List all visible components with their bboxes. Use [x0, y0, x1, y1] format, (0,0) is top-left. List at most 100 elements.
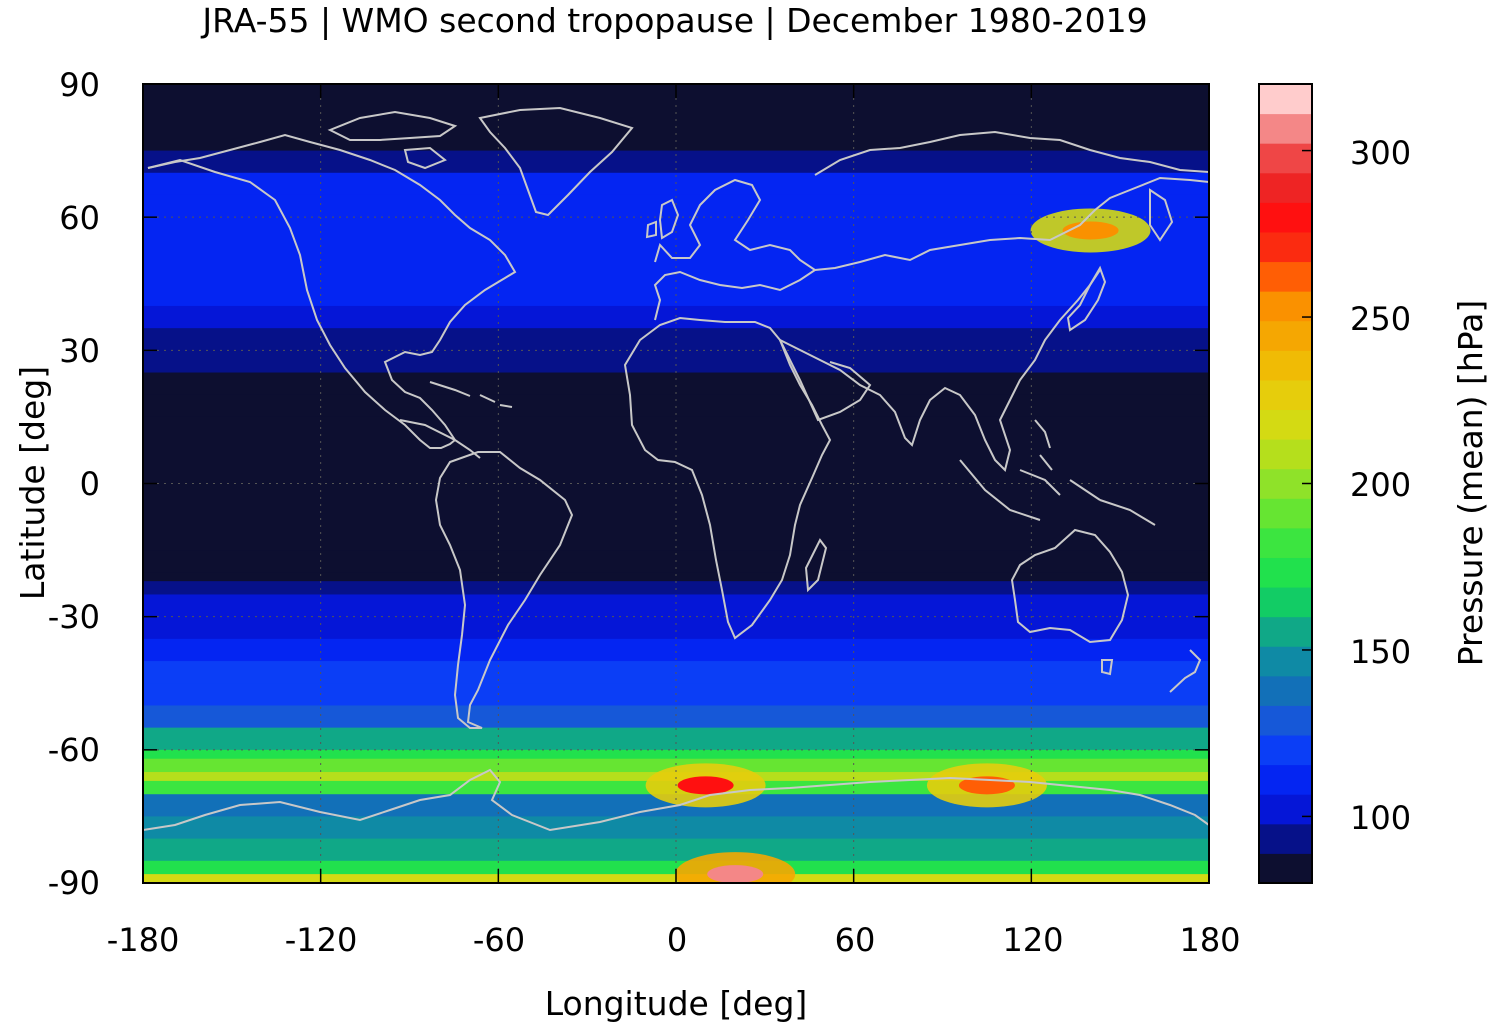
colorbar-segment — [1259, 439, 1312, 470]
y-tick-label: -30 — [48, 598, 100, 636]
colorbar-segment — [1259, 764, 1312, 795]
colorbar-segment — [1259, 675, 1312, 706]
colorbar-segment — [1259, 853, 1312, 884]
x-axis-label: Longitude [deg] — [545, 984, 808, 1023]
coastline-asia — [814, 176, 1209, 271]
coastline-south-america — [434, 451, 574, 729]
colorbar-segment — [1259, 705, 1312, 736]
coastline-kamchatka — [1149, 188, 1174, 242]
coastline-philippines — [1034, 419, 1053, 471]
coastline-north-america-east — [147, 133, 517, 441]
coastline-new-zealand — [1169, 649, 1202, 693]
colorbar-segment — [1259, 616, 1312, 647]
axis-ticks — [143, 84, 1209, 883]
colorbar-segment — [1259, 143, 1312, 174]
pressure-band — [143, 328, 1209, 351]
colorbar-tick-label: 200 — [1350, 466, 1411, 504]
pressure-band — [143, 727, 1209, 751]
coastline-arabia — [779, 339, 872, 422]
colorbar-segment — [1259, 84, 1312, 115]
y-tick-labels: 90 60 30 0 -30 -60 -90 — [48, 66, 100, 902]
x-tick-label: -120 — [285, 921, 358, 959]
x-tick-label: -180 — [107, 921, 180, 959]
colorbar-frame — [1258, 83, 1313, 884]
coastline-siberia-north — [814, 130, 1209, 176]
colorbar-segment — [1259, 735, 1312, 766]
x-tick-label: -60 — [473, 921, 525, 959]
coastline-north-america — [147, 158, 456, 449]
colorbar — [1259, 84, 1312, 884]
x-tick-label: 60 — [835, 921, 876, 959]
y-tick-label: 60 — [59, 199, 100, 237]
pressure-band — [143, 572, 1209, 582]
pressure-band — [143, 638, 1209, 662]
pressure-band — [143, 749, 1209, 760]
coastline-uk — [645, 198, 680, 240]
y-tick-label: 30 — [59, 332, 100, 370]
coastline-indonesia — [959, 459, 1156, 526]
colorbar-segment — [1259, 498, 1312, 529]
colorbar-segment — [1259, 379, 1312, 411]
pressure-band — [143, 350, 1209, 374]
colorbar-segment — [1259, 172, 1312, 203]
pressure-band — [143, 194, 1209, 218]
plot-frame — [142, 83, 1210, 884]
pressure-band — [143, 758, 1209, 773]
pressure-band — [143, 261, 1209, 307]
colorbar-label: Pressure (mean) [hPa] — [1451, 300, 1490, 667]
colorbar-segment — [1259, 113, 1312, 144]
colorbar-tick-label: 150 — [1350, 633, 1411, 671]
colorbar-segment — [1259, 350, 1312, 381]
coastline-caribbean — [429, 381, 513, 408]
pressure-patch-max — [677, 776, 734, 795]
coastline-greenland — [478, 106, 634, 217]
pressure-patch-max — [707, 865, 764, 883]
x-tick-label: 0 — [667, 921, 687, 959]
colorbar-segment — [1259, 261, 1312, 292]
x-tick-label: 120 — [1002, 921, 1063, 959]
colorbar-segment — [1259, 409, 1312, 440]
map-plot-area — [143, 84, 1209, 883]
x-tick-label: 180 — [1179, 921, 1240, 959]
x-tick-labels: -180 -120 -60 0 60 120 180 — [107, 921, 1241, 959]
colorbar-segment — [1259, 527, 1312, 558]
coastline-antarctica — [143, 768, 1209, 832]
colorbar-tick-labels: 100 150 200 250 300 — [1350, 134, 1411, 837]
colorbar-segment — [1259, 587, 1312, 618]
pressure-band — [143, 838, 1209, 862]
y-tick-label: 0 — [80, 465, 100, 503]
pressure-band — [143, 372, 1209, 396]
pressure-patches — [645, 208, 1151, 883]
pressure-band — [143, 594, 1209, 618]
grid-lines — [143, 84, 1209, 883]
coastline-madagascar — [804, 538, 828, 593]
colorbar-tick-label: 100 — [1350, 799, 1411, 837]
colorbar-segment — [1259, 646, 1312, 677]
pressure-band — [143, 705, 1209, 729]
y-tick-label: -90 — [48, 864, 100, 902]
coastline-europe — [653, 178, 817, 321]
pressure-band — [143, 416, 1209, 484]
y-tick-label: -60 — [48, 731, 100, 769]
colorbar-segment — [1259, 823, 1312, 854]
coastline-japan — [1066, 265, 1107, 332]
coastline-arctic-islands — [327, 110, 458, 170]
colorbar-tick-label: 300 — [1350, 134, 1411, 172]
colorbar-segment — [1259, 231, 1312, 263]
colorbar-segment — [1259, 202, 1312, 233]
colorbar-tick-label: 250 — [1350, 300, 1411, 338]
colorbar-segment — [1259, 794, 1312, 825]
colorbar-segment — [1259, 291, 1312, 322]
pressure-band — [143, 616, 1209, 640]
pressure-band — [143, 860, 1209, 875]
coastlines — [143, 106, 1209, 832]
colorbar-segment — [1259, 557, 1312, 588]
y-tick-label: 90 — [59, 66, 100, 104]
coastline-australia — [1010, 528, 1130, 644]
coastline-africa-europe — [623, 316, 832, 640]
colorbar-segment — [1259, 320, 1312, 351]
y-axis-label: Latitude [deg] — [13, 366, 52, 600]
pressure-band — [143, 305, 1209, 329]
map-title: JRA-55 | WMO second tropopause | Decembe… — [200, 1, 1147, 40]
